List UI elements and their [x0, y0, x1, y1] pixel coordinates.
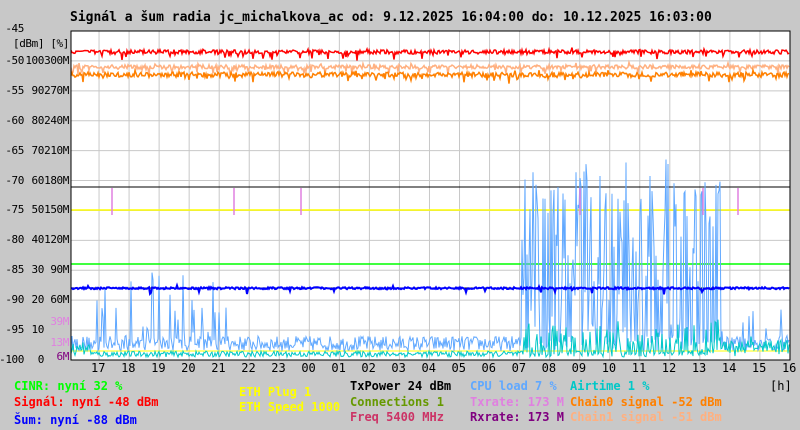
legend-signal: Signál: nyní -48 dBm: [14, 395, 159, 409]
y-tick-part: -65: [5, 143, 24, 157]
y-tick-part: -90: [5, 293, 24, 307]
x-tick-label: 00: [301, 361, 316, 375]
y-tick-part: 90M: [50, 263, 69, 277]
y-tick-part: 120M: [44, 233, 69, 247]
y-tick-part: 80: [31, 113, 45, 127]
y-tick-part: 300M: [44, 53, 69, 67]
y-axis-label: [dBm] [%]: [12, 37, 69, 50]
x-tick-label: 18: [121, 361, 136, 375]
legend-connections: Connections 1: [350, 395, 444, 409]
y-tick-part: 70: [31, 143, 45, 157]
noise-series: [70, 282, 790, 297]
chart-title: Signál a šum radia jc_michalkova_ac od: …: [70, 10, 712, 25]
x-tick-label: 19: [151, 361, 166, 375]
y-tick-part: 100: [25, 53, 44, 67]
x-tick-label: 16: [781, 361, 797, 375]
plot-border: [70, 30, 791, 361]
y-tick-part: 60: [31, 173, 45, 187]
y-tick-part: -80: [5, 233, 24, 247]
chain1-series: [70, 59, 790, 76]
y-tick-part: -70: [5, 173, 24, 187]
x-tick-label: 14: [721, 361, 737, 375]
rate-mark-label: 39M: [50, 315, 69, 328]
y-tick-part: -55: [5, 83, 24, 97]
y-tick-part: 10: [31, 323, 45, 337]
legend-noise: Šum: nyní -88 dBm: [14, 413, 137, 427]
y-tick-part: -100: [0, 353, 24, 366]
legend-txpower: TxPower 24 dBm: [350, 379, 452, 393]
x-tick-label: 11: [631, 361, 647, 375]
y-tick-part: -50: [5, 53, 24, 67]
x-tick-label: 01: [331, 361, 346, 375]
y-tick-part: 20: [31, 293, 45, 307]
y-tick-part: -75: [5, 203, 24, 217]
x-tick-label: 17: [91, 361, 106, 375]
y-tick-part: 30: [31, 263, 45, 277]
y-tick-part: 240M: [44, 113, 69, 127]
x-tick-label: 12: [661, 361, 677, 375]
y-tick-part: 40: [31, 233, 45, 247]
y-tick-part: 270M: [44, 83, 69, 97]
x-tick-label: 23: [271, 361, 286, 375]
y-tick-part: -45: [5, 22, 24, 35]
y-tick-part: -85: [5, 263, 24, 277]
x-tick-label: 07: [511, 361, 527, 375]
legend-cpu: CPU load 7 %: [470, 379, 557, 393]
x-tick-label: 13: [691, 361, 707, 375]
x-tick-label: 09: [571, 361, 587, 375]
x-tick-label: 02: [361, 361, 376, 375]
y-tick-part: 180M: [44, 173, 69, 187]
legend-eth-speed: ETH Speed 1000: [239, 400, 341, 414]
legend-chain1: Chain1 signal -51 dBm: [570, 410, 722, 424]
x-tick-label: 22: [241, 361, 256, 375]
y-tick-part: 0: [37, 353, 45, 366]
x-tick-label: 08: [541, 361, 557, 375]
x-tick-label: 04: [421, 361, 436, 375]
legend-chain0: Chain0 signal -52 dBm: [570, 395, 722, 409]
x-tick-label: 15: [751, 361, 767, 375]
legend-txrate: Txrate: 173 M: [470, 395, 564, 409]
legend-eth-plug: ETH Plug 1: [239, 385, 312, 399]
legend-cinr: CINR: nyní 32 %: [14, 379, 123, 393]
x-tick-label: 20: [181, 361, 196, 375]
rate-mark-label: 13M: [50, 336, 69, 349]
y-tick-part: -95: [5, 323, 24, 337]
x-tick-label: 03: [391, 361, 406, 375]
legend-freq: Freq 5400 MHz: [350, 410, 444, 424]
x-axis-unit: [h]: [770, 379, 792, 393]
cpu-load-series: [70, 159, 790, 353]
y-tick-part: -60: [5, 113, 24, 127]
y-tick-part: 60M: [50, 293, 69, 307]
rate-mark-label: 6M: [56, 350, 70, 363]
x-tick-label: 06: [481, 361, 496, 375]
x-tick-label: 10: [601, 361, 617, 375]
y-tick-part: 50: [31, 203, 45, 217]
airtime-series: [70, 319, 790, 359]
legend-rxrate: Rxrate: 173 M: [470, 410, 564, 424]
y-tick-part: 90: [31, 83, 45, 97]
x-tick-label: 21: [211, 361, 226, 375]
chain0-series: [70, 67, 790, 84]
signal-series: [70, 46, 790, 61]
y-tick-part: 210M: [44, 143, 69, 157]
y-tick-part: 150M: [44, 203, 69, 217]
x-tick-label: 05: [451, 361, 466, 375]
legend-airtime: Airtime 1 %: [570, 379, 650, 393]
